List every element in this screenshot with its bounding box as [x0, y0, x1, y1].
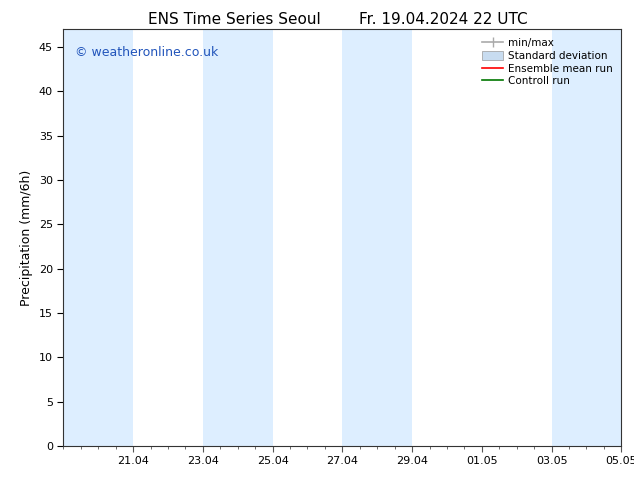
Bar	[203, 29, 273, 446]
Bar	[63, 29, 133, 446]
Text: © weatheronline.co.uk: © weatheronline.co.uk	[75, 46, 218, 59]
Bar	[552, 29, 621, 446]
Text: Fr. 19.04.2024 22 UTC: Fr. 19.04.2024 22 UTC	[359, 12, 528, 27]
Legend: min/max, Standard deviation, Ensemble mean run, Controll run: min/max, Standard deviation, Ensemble me…	[479, 35, 616, 90]
Y-axis label: Precipitation (mm/6h): Precipitation (mm/6h)	[20, 170, 34, 306]
Text: ENS Time Series Seoul: ENS Time Series Seoul	[148, 12, 321, 27]
Bar	[342, 29, 412, 446]
